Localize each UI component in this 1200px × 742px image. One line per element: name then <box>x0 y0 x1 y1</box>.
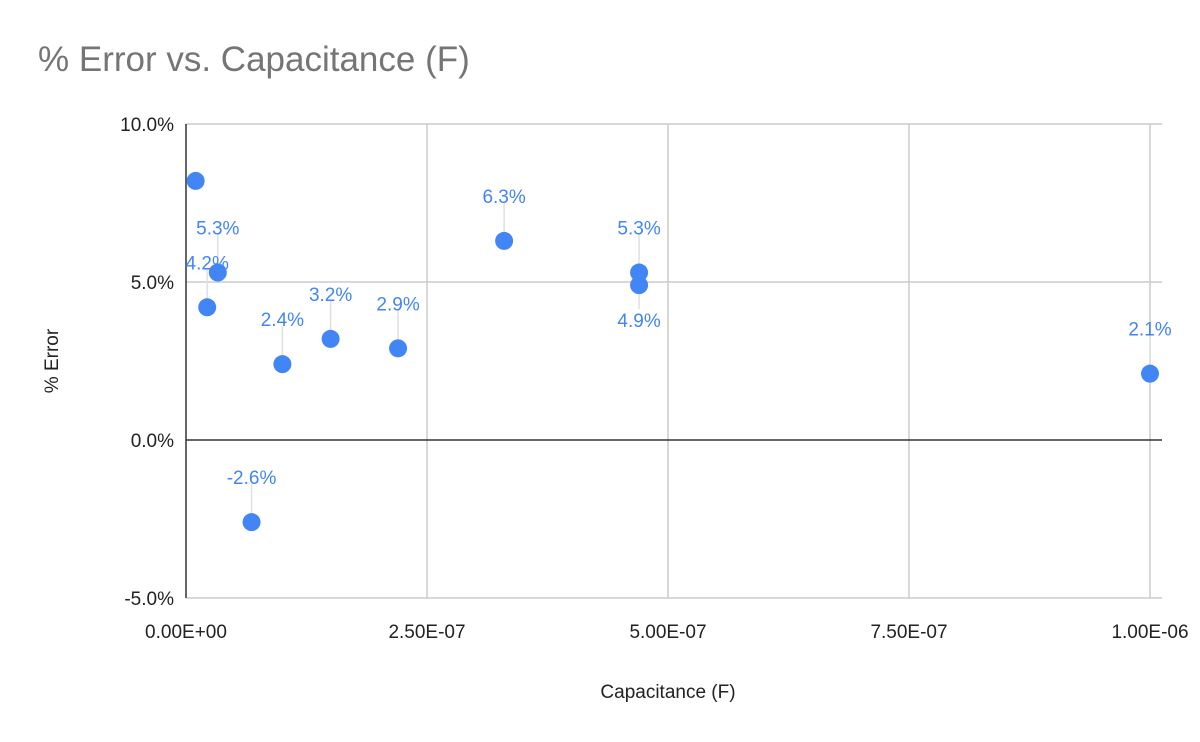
x-tick-label: 1.00E-06 <box>1111 622 1188 643</box>
data-point <box>389 339 408 358</box>
data-point <box>186 171 205 190</box>
data-points: 5.3% 4.2% -2.6% 2.4%3.2% 2.9% 6.3% 5.3% 4.9% 2.1… <box>186 171 1172 532</box>
data-label: 2.1% <box>1128 320 1171 341</box>
y-tick-label: 10.0% <box>120 115 174 136</box>
data-point <box>273 355 292 374</box>
y-tick-label: -5.0% <box>124 589 174 610</box>
data-label: 2.9% <box>376 294 419 315</box>
x-tick-label: 7.50E-07 <box>870 622 947 643</box>
data-point <box>630 263 649 282</box>
data-label: 6.3% <box>482 187 525 208</box>
data-label: -2.6% <box>227 468 277 489</box>
data-point <box>198 298 217 317</box>
data-label: 5.3% <box>617 219 660 240</box>
tick-labels: 0.00E+00 2.50E-07 5.00E-07 7.50E-07 1.00E-06… <box>120 115 1188 643</box>
chart-title: % Error vs. Capacitance (F) <box>38 40 470 79</box>
gridlines <box>185 123 1162 599</box>
data-label: 5.3% <box>196 219 239 240</box>
data-label: 3.2% <box>309 285 352 306</box>
data-point <box>1141 364 1159 383</box>
data-label: 2.4% <box>261 310 304 331</box>
x-tick-label: 0.00E+00 <box>145 622 227 643</box>
data-point <box>242 513 261 532</box>
data-point <box>630 276 649 295</box>
y-tick-label: 0.0% <box>131 431 174 452</box>
data-point <box>495 231 514 250</box>
x-tick-label: 2.50E-07 <box>388 622 465 643</box>
y-tick-label: 5.0% <box>131 273 174 294</box>
x-tick-label: 5.00E-07 <box>629 622 706 643</box>
data-point <box>208 263 227 282</box>
x-axis-title: Capacitance (F) <box>600 682 735 703</box>
data-label: 4.9% <box>617 311 660 332</box>
y-axis-title: % Error <box>42 328 63 393</box>
data-point <box>321 329 340 348</box>
data-label: 4.2% <box>186 253 229 274</box>
